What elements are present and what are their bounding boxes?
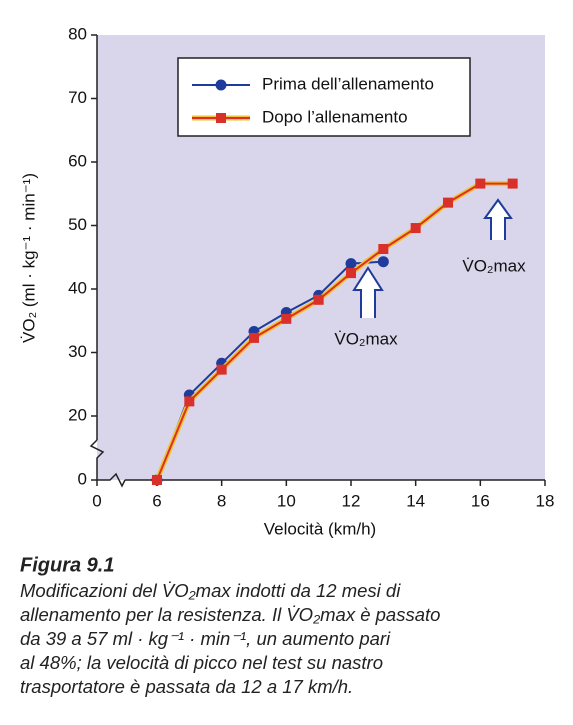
- x-tick-label: 12: [342, 491, 361, 510]
- point: [345, 258, 357, 270]
- caption-line: Modificazioni del V̇O₂max indotti da 12 …: [20, 580, 401, 601]
- point: [507, 178, 518, 189]
- x-tick-label: 8: [217, 491, 226, 510]
- y-tick-label: 30: [68, 342, 87, 361]
- legend: [177, 57, 471, 137]
- y-tick-label: 0: [78, 469, 87, 488]
- y-tick-label: 20: [68, 405, 87, 424]
- annotation: V̇O₂max: [462, 256, 526, 275]
- x-tick-label: 14: [406, 491, 425, 510]
- y-tick-label: 60: [68, 151, 87, 170]
- caption-title: Figura 9.1: [20, 554, 114, 576]
- y-tick-label: 70: [68, 88, 87, 107]
- caption-line: allenamento per la resistenza. Il V̇O₂ma…: [20, 604, 440, 625]
- caption-line: da 39 a 57 ml · kg⁻¹ · min⁻¹, un aumento…: [20, 628, 391, 649]
- point: [346, 268, 356, 279]
- point: [184, 396, 195, 407]
- legend-label: Prima dell’allenamento: [262, 74, 434, 93]
- point: [313, 294, 324, 305]
- x-tick-label: 6: [152, 491, 161, 510]
- series-line: [156, 182, 513, 481]
- annotation: V̇O₂max: [334, 329, 398, 348]
- y-tick-label: 50: [68, 215, 87, 234]
- x-tick-label: 18: [536, 491, 555, 510]
- y-tick-label: 80: [68, 24, 87, 43]
- point: [249, 332, 259, 343]
- point: [152, 475, 162, 485]
- x-tick-label: 10: [277, 491, 296, 510]
- legend-label: Dopo l’allenamento: [262, 107, 408, 126]
- caption-line: trasportatore è passata da 12 a 17 km/h.: [20, 676, 353, 697]
- point: [475, 178, 486, 189]
- x-tick-label: 0: [92, 491, 101, 510]
- point: [443, 197, 453, 208]
- point: [410, 223, 421, 234]
- arrows: [352, 198, 513, 318]
- x-tick-label: 16: [471, 491, 490, 510]
- y-tick-label: 40: [68, 278, 87, 297]
- point: [378, 243, 389, 254]
- point: [216, 364, 227, 375]
- series-line: [156, 260, 384, 481]
- legend-marker: [216, 113, 226, 123]
- y-axis-label: V̇O₂ (ml · kg⁻¹ · min⁻¹): [19, 173, 38, 343]
- caption-line: al 48%; la velocità di picco nel test su…: [20, 652, 383, 673]
- legend-marker: [215, 79, 227, 91]
- point: [281, 313, 292, 324]
- x-axis-label: Velocità (km/h): [264, 519, 376, 538]
- point: [377, 256, 389, 268]
